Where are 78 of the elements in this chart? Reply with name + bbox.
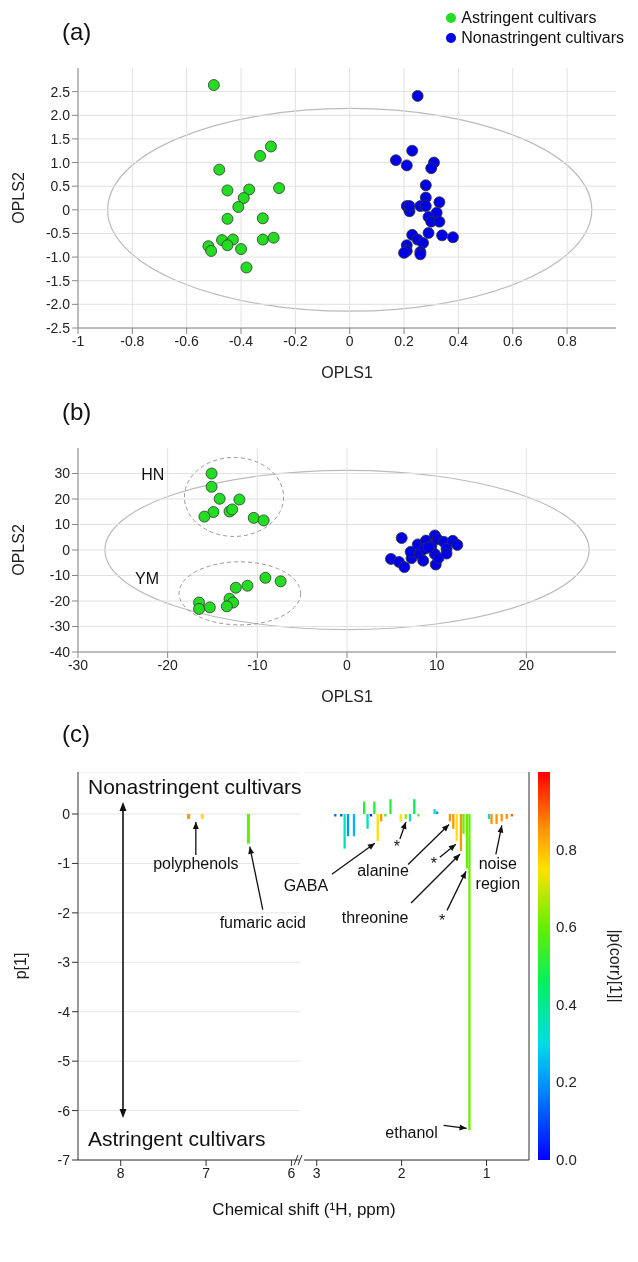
color-bar-label: 0.2 xyxy=(556,1073,577,1091)
y-tick-label: -3 xyxy=(57,954,71,971)
y-tick-label: 2.5 xyxy=(50,83,71,100)
y-axis-title: OPLS2 xyxy=(9,524,27,576)
x-tick-label: -10 xyxy=(247,656,268,673)
x-tick-label: -20 xyxy=(157,656,178,673)
color-bar-label: 0.0 xyxy=(556,1151,577,1168)
annotation: Astringent cultivars xyxy=(88,1127,266,1150)
y-tick-label: 2.0 xyxy=(50,107,71,124)
annotation: alanine xyxy=(357,862,409,880)
x-tick-label: -0.8 xyxy=(120,332,145,349)
chart-title: (c) xyxy=(61,719,91,749)
y-tick-label: 0 xyxy=(62,201,71,218)
y-axis-title: OPLS2 xyxy=(9,172,27,224)
x-axis-title: Chemical shift (¹H, ppm) xyxy=(211,1200,397,1220)
y-tick-label: 0.5 xyxy=(50,178,71,195)
text: YM xyxy=(135,569,160,587)
y-tick-label: -1.5 xyxy=(45,272,71,289)
x-tick-label: 7 xyxy=(202,1164,211,1181)
y-tick-label: -0.5 xyxy=(45,225,71,242)
y-tick-label: -2.0 xyxy=(45,296,71,313)
x-tick-label: 0.6 xyxy=(503,332,523,349)
x-tick-label: 0.4 xyxy=(448,332,469,349)
x-tick-label: 20 xyxy=(518,656,535,673)
y-tick-label: 10 xyxy=(54,516,71,533)
y-tick-label: -4 xyxy=(57,1003,71,1020)
x-tick-label: 6 xyxy=(287,1164,296,1181)
annotation: polyphenols xyxy=(153,854,239,872)
color-bar-label: 0.4 xyxy=(556,995,577,1013)
y-tick-label: 20 xyxy=(54,490,71,507)
x-tick-label: 0 xyxy=(345,332,354,349)
y-tick-label: -7 xyxy=(57,1151,71,1168)
y-tick-label: 1.0 xyxy=(50,154,71,171)
y-tick-label: -1 xyxy=(57,855,71,872)
y-tick-label: -40 xyxy=(49,643,71,660)
x-tick-label: 3 xyxy=(312,1164,321,1181)
chart-title: (a) xyxy=(61,17,92,46)
legend-label: Astringent cultivars xyxy=(461,8,597,28)
x-axis-title: OPLS1 xyxy=(321,364,373,381)
x-tick-label: -0.4 xyxy=(228,332,254,349)
annotation: ethanol xyxy=(385,1124,438,1142)
x-axis-title: OPLS1 xyxy=(321,688,373,705)
annotation: * xyxy=(438,912,446,930)
y-axis-title: p[1] xyxy=(11,952,29,980)
x-tick-label: 0.8 xyxy=(557,332,578,349)
annotation: GABA xyxy=(283,877,329,895)
color-bar-label: 0.6 xyxy=(556,918,577,936)
x-tick-label: 0 xyxy=(343,656,352,673)
y-tick-label: -20 xyxy=(49,592,71,609)
x-tick-label: 0.2 xyxy=(394,332,414,349)
annotation: * xyxy=(393,837,400,855)
x-tick-label: -0.2 xyxy=(283,332,308,349)
y-tick-label: -1.0 xyxy=(45,249,71,266)
annotation: threonine xyxy=(341,909,409,927)
y-tick-label: 0 xyxy=(62,805,71,822)
y-tick-label: 1.5 xyxy=(50,130,71,147)
y-tick-label: -2 xyxy=(57,904,71,921)
x-tick-label: 8 xyxy=(116,1164,125,1181)
text: HN xyxy=(141,465,165,483)
annotation: * xyxy=(430,855,437,873)
color-bar-title: |p(corr)[1]| xyxy=(607,929,624,1003)
legend-label: Nonastringent cultivars xyxy=(461,28,624,48)
x-tick-label: 1 xyxy=(482,1164,491,1181)
y-tick-label: -5 xyxy=(57,1053,71,1070)
y-tick-label: -10 xyxy=(49,567,71,584)
x-tick-label: -0.6 xyxy=(174,332,199,349)
annotation: fumaric acid xyxy=(219,913,306,931)
y-tick-label: 30 xyxy=(54,465,71,482)
y-tick-label: -6 xyxy=(57,1102,71,1119)
x-tick-label: 10 xyxy=(428,656,445,673)
x-tick-label: 2 xyxy=(397,1164,406,1181)
annotation: Nonastringent cultivars xyxy=(88,775,302,798)
annotation: noise region xyxy=(475,855,521,893)
y-tick-label: -2.5 xyxy=(45,319,71,336)
color-bar-label: 0.8 xyxy=(556,840,577,858)
y-tick-label: -30 xyxy=(49,618,71,635)
y-tick-label: 0 xyxy=(62,541,71,558)
chart-title: (b) xyxy=(61,397,92,426)
